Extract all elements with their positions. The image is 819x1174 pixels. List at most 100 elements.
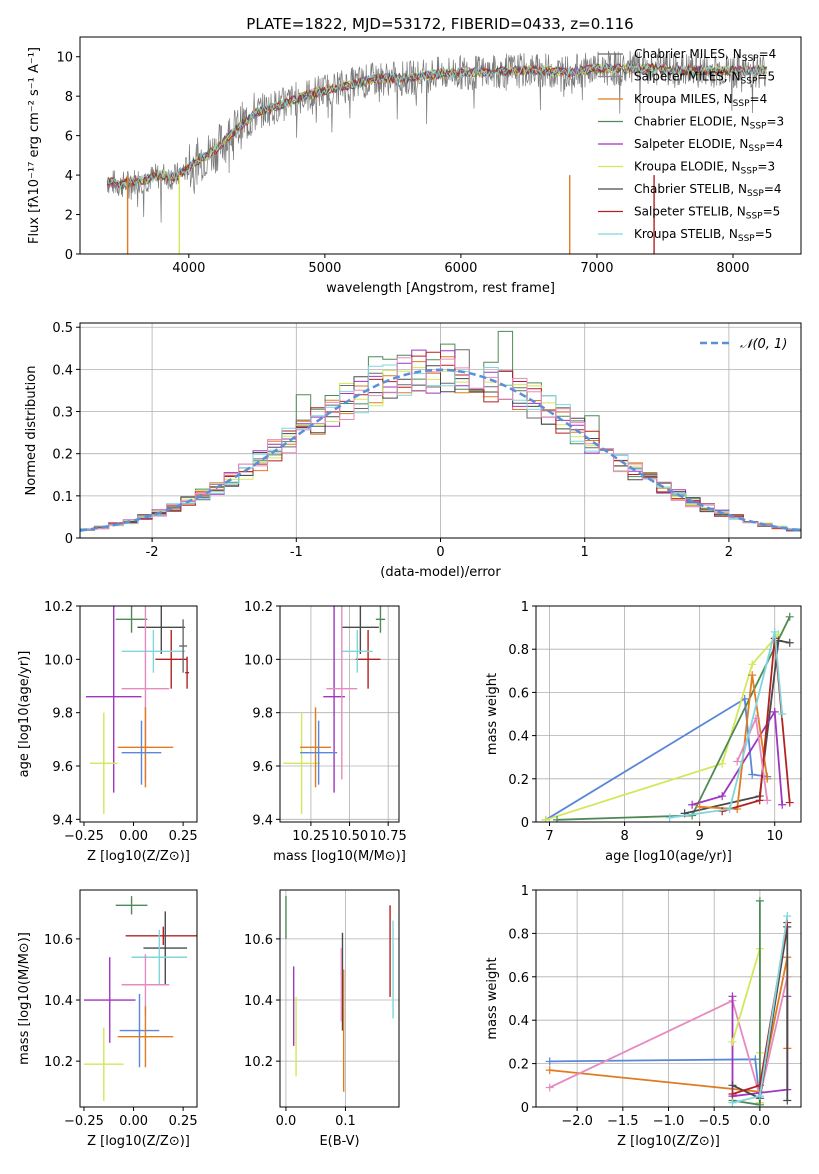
x-tick-label: 0.0 [276, 1114, 297, 1129]
x-tick-label: 0.25 [169, 829, 198, 844]
axes-age_vs_mass: 10.25 10.50 10.75 9.4 9.6 9.8 10.0 10.2 mass [lo… [244, 600, 407, 864]
plus-marker [688, 800, 697, 809]
y-tick-label: 0.2 [52, 448, 73, 463]
legend-entry: Kroupa ELODIE, NSSP=3 [634, 160, 775, 177]
x-tick-label: 2 [725, 545, 733, 560]
y-tick-label: 10.6 [244, 933, 273, 948]
x-tick-label: 7 [545, 829, 553, 844]
y-tick-label: 4 [65, 169, 73, 184]
legend-count: =5 [763, 205, 781, 219]
axes-frame [535, 605, 802, 823]
x-tick-label: 10.25 [292, 829, 329, 844]
y-tick-label: 10.2 [244, 1055, 273, 1070]
legend-count: =3 [757, 160, 775, 174]
weight-line [691, 709, 784, 806]
y-tick-label: 0.2 [508, 1058, 529, 1073]
plus-marker [785, 638, 794, 647]
plus-marker [783, 1096, 792, 1105]
y-tick-label: 0.4 [508, 730, 529, 745]
y-tick-label: 10.2 [44, 600, 73, 615]
plus-marker [541, 815, 550, 822]
axes-weight_vs_z: −2.0 −1.5 −1.0 −0.5 0.0 0 0.2 0.4 0.6 0.8 1 Z [log1… [485, 884, 802, 1149]
plus-marker [755, 1092, 764, 1101]
plus-marker [751, 1055, 760, 1064]
plus-marker [783, 912, 792, 921]
legend-subscript: SSP [738, 234, 755, 244]
plus-marker [695, 802, 704, 811]
plus-marker [665, 813, 674, 822]
x-tick-label: 0.1 [335, 1114, 356, 1129]
plot-area [283, 606, 386, 814]
x-tick-label: 7000 [580, 261, 613, 276]
x-tick-label: 0.0 [750, 1114, 771, 1129]
legend-subscript: SSP [733, 99, 750, 109]
plus-marker [718, 759, 727, 768]
y-axis-label: mass [log10(M/M⊙)] [17, 932, 32, 1065]
x-tick-label: 0.25 [169, 1114, 198, 1129]
y-tick-label: 0.2 [508, 773, 529, 788]
legend-entry: 𝒩(0, 1) [740, 337, 787, 352]
weight-line [699, 674, 769, 810]
y-tick-label: 2 [65, 209, 73, 224]
plus-marker [755, 796, 764, 805]
legend-entry: Kroupa STELIB, NSSP=5 [634, 227, 772, 244]
plus-marker [778, 800, 787, 809]
y-tick-label: 0.1 [52, 490, 73, 505]
x-tick-label: 10.75 [370, 829, 407, 844]
plus-marker [778, 710, 787, 718]
y-tick-label: 0 [521, 1101, 529, 1116]
y-tick-label: 10.4 [244, 994, 273, 1009]
legend-entry: Chabrier STELIB, NSSP=4 [634, 182, 782, 199]
legend-count: =5 [757, 70, 775, 84]
weight-line [669, 631, 784, 819]
plus-marker [718, 792, 727, 801]
plot-area [106, 50, 768, 254]
x-tick-label: 6000 [444, 261, 477, 276]
y-axis-label: Flux [fλ10⁻¹⁷ erg cm⁻² s⁻¹ A⁻¹] [27, 47, 42, 244]
axes-spectrum: 4000 5000 6000 7000 8000 0 2 4 6 8 10 Chabrier MILE… [27, 36, 802, 296]
x-tick-label: 0 [436, 545, 444, 560]
x-tick-label: −0.25 [64, 829, 104, 844]
plus-marker [553, 815, 562, 822]
y-tick-label: 10.0 [244, 653, 273, 668]
weight-line [732, 900, 761, 1106]
y-tick-label: 9.4 [52, 813, 73, 828]
y-tick-label: 10 [56, 51, 73, 66]
y-tick-label: 0.6 [508, 686, 529, 701]
plot-area [545, 896, 792, 1107]
plus-marker [728, 1098, 737, 1107]
x-tick-label: -1 [290, 545, 303, 560]
y-tick-label: 8 [65, 90, 73, 105]
plus-marker [748, 660, 757, 669]
x-axis-label: Z [log10(Z/Z⊙)] [87, 1134, 190, 1149]
y-tick-label: 10.6 [44, 933, 73, 948]
legend-subscript: SSP [747, 189, 764, 199]
x-tick-label: 8000 [716, 261, 749, 276]
x-tick-label: 8 [620, 829, 628, 844]
histogram-step [80, 365, 801, 532]
legend-subscript: SSP [748, 144, 765, 154]
x-axis-label: (data-model)/error [380, 565, 501, 580]
plus-marker [725, 805, 734, 814]
legend-count: =5 [755, 227, 773, 241]
y-tick-label: 10.0 [44, 653, 73, 668]
x-tick-label: −0.25 [64, 1114, 104, 1129]
y-tick-label: 9.4 [252, 813, 273, 828]
y-tick-label: 10.4 [44, 994, 73, 1009]
x-tick-label: 0.00 [119, 1114, 148, 1129]
y-tick-label: 10.2 [244, 600, 273, 615]
y-tick-label: 0.5 [52, 321, 73, 336]
plus-marker [755, 1081, 764, 1090]
plus-marker [748, 770, 757, 779]
x-tick-label: −1.5 [607, 1114, 639, 1129]
x-tick-label: −2.0 [561, 1114, 593, 1129]
weight-line [545, 633, 780, 821]
x-tick-label: −0.5 [698, 1114, 730, 1129]
y-tick-label: 6 [65, 130, 73, 145]
x-axis-label: E(B-V) [319, 1134, 359, 1149]
legend-entry: Salpeter MILES, NSSP=5 [634, 70, 775, 87]
legend-entry: Chabrier ELODIE, NSSP=3 [634, 115, 784, 132]
legend-count: =4 [764, 182, 782, 196]
y-tick-label: 9.8 [52, 707, 73, 722]
axes-frame [79, 605, 198, 823]
